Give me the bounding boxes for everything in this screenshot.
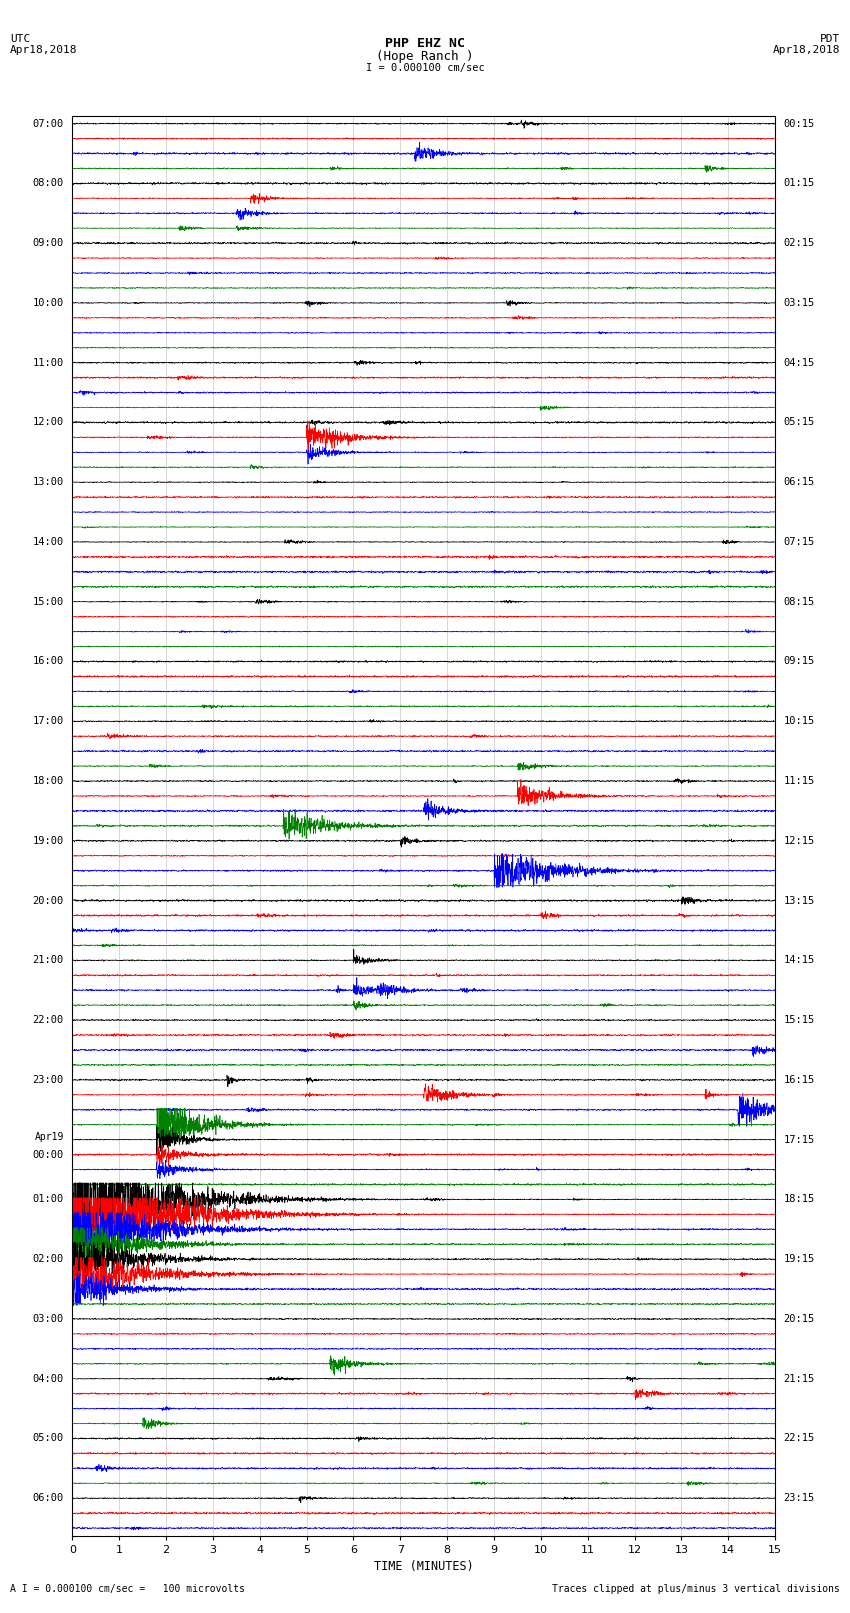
Text: 23:00: 23:00 bbox=[32, 1074, 64, 1086]
Text: 17:15: 17:15 bbox=[784, 1134, 815, 1145]
Text: 10:15: 10:15 bbox=[784, 716, 815, 726]
Text: 09:15: 09:15 bbox=[784, 656, 815, 666]
Text: 05:00: 05:00 bbox=[32, 1434, 64, 1444]
Text: 01:00: 01:00 bbox=[32, 1194, 64, 1205]
Text: 18:00: 18:00 bbox=[32, 776, 64, 786]
Text: 11:00: 11:00 bbox=[32, 358, 64, 368]
Text: 21:00: 21:00 bbox=[32, 955, 64, 965]
Text: 12:15: 12:15 bbox=[784, 836, 815, 845]
Text: 17:00: 17:00 bbox=[32, 716, 64, 726]
Text: 02:15: 02:15 bbox=[784, 239, 815, 248]
Text: 13:15: 13:15 bbox=[784, 895, 815, 905]
Text: PHP EHZ NC: PHP EHZ NC bbox=[385, 37, 465, 50]
Text: 22:15: 22:15 bbox=[784, 1434, 815, 1444]
Text: 03:00: 03:00 bbox=[32, 1315, 64, 1324]
Text: PDT: PDT bbox=[819, 34, 840, 44]
Text: UTC: UTC bbox=[10, 34, 31, 44]
Text: 03:15: 03:15 bbox=[784, 298, 815, 308]
Text: 07:00: 07:00 bbox=[32, 119, 64, 129]
Text: 19:00: 19:00 bbox=[32, 836, 64, 845]
Text: 23:15: 23:15 bbox=[784, 1494, 815, 1503]
Text: 19:15: 19:15 bbox=[784, 1255, 815, 1265]
Text: 21:15: 21:15 bbox=[784, 1374, 815, 1384]
Text: I = 0.000100 cm/sec: I = 0.000100 cm/sec bbox=[366, 63, 484, 73]
Text: Apr18,2018: Apr18,2018 bbox=[10, 45, 77, 55]
Text: 12:00: 12:00 bbox=[32, 418, 64, 427]
Text: 07:15: 07:15 bbox=[784, 537, 815, 547]
Text: Apr18,2018: Apr18,2018 bbox=[773, 45, 840, 55]
Text: 16:15: 16:15 bbox=[784, 1074, 815, 1086]
Text: A I = 0.000100 cm/sec =   100 microvolts: A I = 0.000100 cm/sec = 100 microvolts bbox=[10, 1584, 245, 1594]
Text: 14:00: 14:00 bbox=[32, 537, 64, 547]
Text: 01:15: 01:15 bbox=[784, 179, 815, 189]
Text: 18:15: 18:15 bbox=[784, 1194, 815, 1205]
Text: 06:00: 06:00 bbox=[32, 1494, 64, 1503]
Text: (Hope Ranch ): (Hope Ranch ) bbox=[377, 50, 473, 63]
Text: 10:00: 10:00 bbox=[32, 298, 64, 308]
Text: 11:15: 11:15 bbox=[784, 776, 815, 786]
Text: 08:15: 08:15 bbox=[784, 597, 815, 606]
Text: 02:00: 02:00 bbox=[32, 1255, 64, 1265]
Text: 08:00: 08:00 bbox=[32, 179, 64, 189]
Text: Apr19: Apr19 bbox=[35, 1132, 64, 1142]
Text: 13:00: 13:00 bbox=[32, 477, 64, 487]
Text: 04:00: 04:00 bbox=[32, 1374, 64, 1384]
Text: 16:00: 16:00 bbox=[32, 656, 64, 666]
Text: 09:00: 09:00 bbox=[32, 239, 64, 248]
Text: 05:15: 05:15 bbox=[784, 418, 815, 427]
Text: 06:15: 06:15 bbox=[784, 477, 815, 487]
Text: 00:15: 00:15 bbox=[784, 119, 815, 129]
Text: 14:15: 14:15 bbox=[784, 955, 815, 965]
Text: 20:15: 20:15 bbox=[784, 1315, 815, 1324]
Text: 15:00: 15:00 bbox=[32, 597, 64, 606]
Text: 22:00: 22:00 bbox=[32, 1015, 64, 1026]
Text: 20:00: 20:00 bbox=[32, 895, 64, 905]
Text: 15:15: 15:15 bbox=[784, 1015, 815, 1026]
Text: Traces clipped at plus/minus 3 vertical divisions: Traces clipped at plus/minus 3 vertical … bbox=[552, 1584, 840, 1594]
Text: 04:15: 04:15 bbox=[784, 358, 815, 368]
X-axis label: TIME (MINUTES): TIME (MINUTES) bbox=[374, 1560, 473, 1573]
Text: 00:00: 00:00 bbox=[32, 1150, 64, 1160]
